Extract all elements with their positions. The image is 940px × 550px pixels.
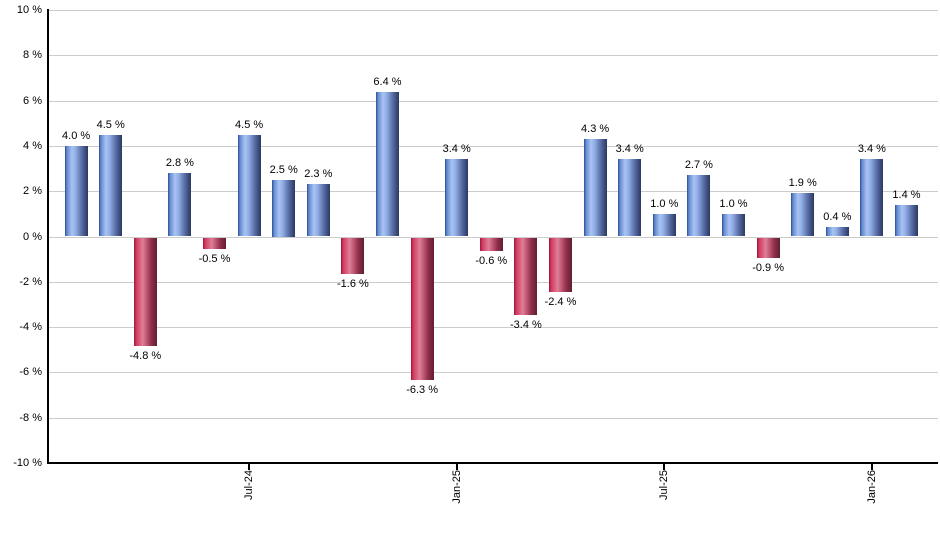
bar-value-label: 1.4 % bbox=[892, 188, 921, 201]
gridline bbox=[48, 55, 938, 57]
x-axis-line bbox=[47, 462, 938, 464]
y-axis-line bbox=[47, 9, 49, 464]
bar-value-label: -3.4 % bbox=[509, 318, 542, 331]
gridline bbox=[48, 100, 938, 102]
gridline bbox=[48, 145, 938, 147]
bar-nov-25[interactable] bbox=[791, 193, 815, 237]
bar-value-label: 1.0 % bbox=[719, 197, 748, 210]
bar-feb-25[interactable] bbox=[479, 237, 503, 252]
bar-value-label: 4.3 % bbox=[581, 123, 610, 136]
gridline bbox=[48, 236, 938, 238]
bar-value-label: 6.4 % bbox=[373, 75, 402, 88]
y-axis-tick-label: -10 % bbox=[13, 457, 42, 469]
bar-jan-25[interactable] bbox=[445, 159, 469, 237]
bar-value-label: 0.4 % bbox=[823, 211, 852, 224]
bar-value-label: -6.3 % bbox=[406, 384, 438, 397]
gridline bbox=[48, 191, 938, 193]
gridline bbox=[48, 281, 938, 283]
y-axis-tick-label: 4 % bbox=[23, 139, 42, 152]
bar-oct-25[interactable] bbox=[756, 237, 780, 258]
x-axis-tick-label: Jul-24 bbox=[243, 470, 256, 500]
bar-jul-24[interactable] bbox=[237, 134, 261, 237]
bar-value-label: 2.3 % bbox=[304, 168, 333, 181]
x-axis-tick-mark bbox=[870, 463, 873, 470]
gridline bbox=[48, 417, 938, 419]
bar-value-label: -2.4 % bbox=[544, 295, 577, 308]
y-axis-tick-label: 0 % bbox=[23, 230, 42, 243]
bar-sep-24[interactable] bbox=[306, 184, 330, 237]
bar-value-label: 4.5 % bbox=[96, 118, 125, 131]
bar-apr-25[interactable] bbox=[549, 237, 572, 292]
y-axis-tick-label: -8 % bbox=[19, 411, 42, 424]
bar-dec-25[interactable] bbox=[825, 227, 849, 237]
bar-value-label: 2.8 % bbox=[165, 157, 194, 170]
x-axis-tick-mark bbox=[455, 463, 458, 470]
bar-value-label: 3.4 % bbox=[857, 143, 886, 156]
bar-dec-24[interactable] bbox=[410, 237, 434, 381]
y-axis-tick-label: 6 % bbox=[23, 94, 42, 107]
bar-value-label: 1.9 % bbox=[788, 177, 817, 190]
bar-value-label: 2.5 % bbox=[269, 163, 298, 176]
bar-value-label: -1.6 % bbox=[336, 277, 369, 290]
y-axis-tick-label: -4 % bbox=[19, 321, 42, 334]
bar-feb-24[interactable] bbox=[64, 145, 88, 237]
bar-value-label: -4.8 % bbox=[129, 350, 162, 363]
bar-may-24[interactable] bbox=[168, 173, 192, 237]
x-axis-tick-mark bbox=[663, 463, 666, 470]
bar-feb-26[interactable] bbox=[895, 204, 918, 237]
bar-value-label: 4.5 % bbox=[235, 118, 264, 131]
bar-aug-25[interactable] bbox=[687, 175, 711, 237]
bar-nov-24[interactable] bbox=[376, 91, 399, 237]
bar-mar-24[interactable] bbox=[99, 134, 123, 237]
y-axis-tick-label: 10 % bbox=[16, 4, 42, 16]
x-axis-tick-label: Jan-25 bbox=[450, 470, 463, 504]
bar-jan-26[interactable] bbox=[860, 159, 884, 237]
y-axis-tick-label: -6 % bbox=[19, 366, 42, 379]
bar-aug-24[interactable] bbox=[272, 179, 296, 237]
bar-apr-24[interactable] bbox=[133, 237, 157, 347]
gridline bbox=[48, 10, 938, 11]
gridline bbox=[48, 372, 938, 374]
y-axis-tick-label: 8 % bbox=[23, 49, 42, 62]
bar-value-label: -0.5 % bbox=[198, 252, 231, 265]
bar-mar-25[interactable] bbox=[514, 237, 538, 315]
bar-sep-25[interactable] bbox=[722, 213, 745, 237]
bar-value-label: 3.4 % bbox=[615, 143, 644, 156]
bar-value-label: 2.7 % bbox=[684, 159, 713, 172]
x-axis-tick-mark bbox=[248, 463, 251, 470]
bar-value-label: 3.4 % bbox=[442, 143, 471, 156]
bar-jun-24[interactable] bbox=[203, 237, 226, 249]
gridline bbox=[48, 327, 938, 329]
bar-value-label: 1.0 % bbox=[650, 197, 679, 210]
x-axis-tick-label: Jan-26 bbox=[865, 470, 878, 504]
bar-value-label: -0.9 % bbox=[752, 261, 784, 274]
bar-value-label: -0.6 % bbox=[475, 255, 508, 268]
bar-jul-25[interactable] bbox=[652, 213, 676, 237]
bar-jun-25[interactable] bbox=[618, 159, 642, 237]
y-axis-tick-label: 2 % bbox=[23, 185, 42, 198]
y-axis-tick-label: -2 % bbox=[19, 275, 42, 288]
bar-value-label: 4.0 % bbox=[62, 129, 91, 142]
x-axis-tick-label: Jul-25 bbox=[658, 470, 671, 500]
bar-may-25[interactable] bbox=[583, 139, 607, 237]
bar-oct-24[interactable] bbox=[341, 237, 365, 274]
